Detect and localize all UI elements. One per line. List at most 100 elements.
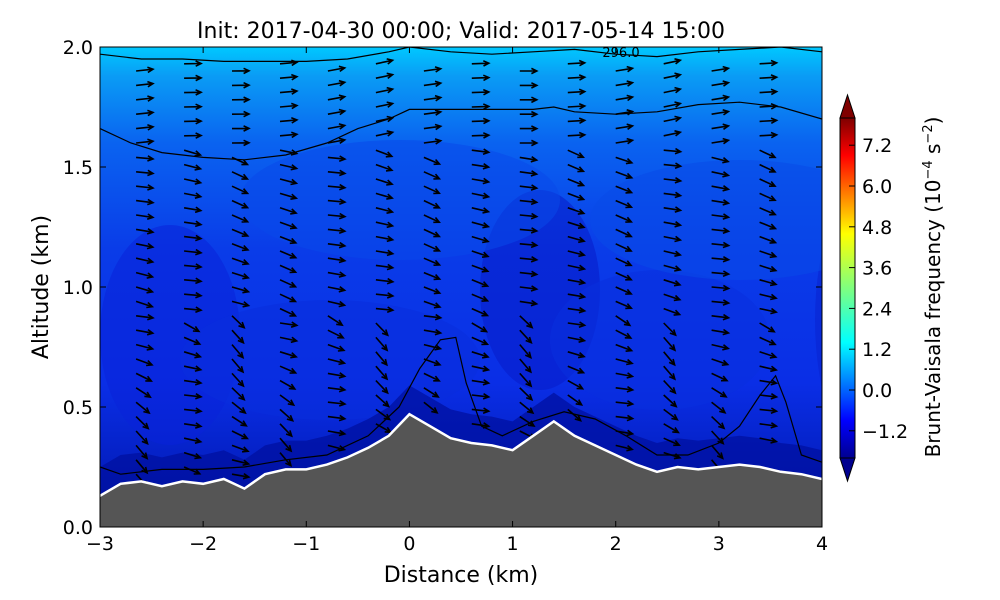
wind-arrow (136, 66, 155, 74)
wind-arrow (375, 86, 395, 94)
contour-line (100, 47, 822, 62)
wind-arrow (663, 101, 683, 108)
wind-arrow (615, 271, 633, 281)
wind-arrow (759, 235, 778, 244)
wind-arrow (567, 192, 586, 201)
colorbar-tick-label: 4.8 (862, 217, 892, 239)
wind-arrow (471, 221, 491, 229)
wind-arrow (615, 300, 633, 310)
wind-arrow (567, 351, 586, 359)
wind-arrow (279, 178, 299, 186)
wind-arrow (471, 235, 490, 244)
wind-arrow (327, 429, 347, 437)
wind-arrow (519, 67, 539, 75)
wind-arrow (663, 437, 681, 447)
wind-arrow (184, 234, 203, 242)
wind-arrow (423, 80, 443, 88)
wind-arrow (471, 293, 490, 302)
wind-arrow (567, 59, 587, 67)
wind-arrow (279, 307, 298, 317)
wind-arrow (375, 235, 395, 243)
wind-arrow (615, 185, 634, 194)
wind-arrow (759, 279, 778, 287)
wind-arrow (567, 250, 586, 258)
contour-line (100, 336, 822, 475)
wind-arrow (423, 387, 440, 398)
wind-arrow (711, 199, 731, 206)
wind-arrow (135, 286, 155, 294)
wind-arrow (567, 264, 587, 272)
chart-title: Init: 2017-04-30 00:00; Valid: 2017-05-1… (197, 19, 725, 44)
wind-arrow (471, 279, 490, 288)
wind-arrow (136, 313, 155, 321)
wind-arrow (135, 242, 155, 250)
wind-arrow (423, 358, 442, 367)
wind-arrow (327, 183, 347, 191)
x-axis-ticks: −3 −2 −1 0 1 2 3 4 (86, 47, 828, 555)
x-tick-label: 4 (816, 533, 828, 555)
wind-arrow (183, 437, 203, 444)
x-tick-label: 2 (610, 533, 622, 555)
wind-arrow (327, 256, 347, 264)
wind-arrow (279, 365, 298, 374)
wind-arrow (711, 270, 731, 277)
wind-arrow (327, 137, 347, 145)
wind-arrow (135, 459, 149, 475)
wind-arrow (423, 214, 441, 224)
colorbar-extend-bottom (839, 457, 856, 483)
x-tick-label: 0 (403, 533, 415, 555)
wind-arrow (135, 213, 155, 220)
wind-arrow (567, 292, 587, 300)
wind-arrow (711, 401, 727, 414)
wind-arrow (327, 198, 347, 205)
wind-arrow (135, 430, 149, 445)
wind-arrow (231, 67, 251, 75)
wind-arrow (567, 379, 585, 390)
x-tick-label: −3 (86, 533, 114, 555)
wind-arrow (183, 336, 202, 346)
wind-arrow (615, 372, 635, 379)
wind-arrow (423, 171, 442, 180)
wind-arrow (135, 444, 149, 460)
wind-arrow (471, 74, 491, 82)
wind-arrow (759, 192, 777, 202)
wind-arrow (567, 365, 586, 374)
wind-arrow (567, 207, 586, 215)
wind-arrow (519, 372, 533, 388)
wind-arrow (615, 65, 635, 73)
colorbar-tick-label: 7.2 (862, 135, 892, 157)
wind-arrow (327, 444, 347, 452)
wind-arrow (279, 321, 299, 328)
wind-arrow (471, 322, 489, 333)
wind-arrow (327, 271, 347, 278)
wind-arrow (759, 422, 779, 429)
wind-arrow (663, 147, 683, 155)
wind-arrow (136, 184, 155, 191)
wind-arrow (759, 178, 777, 187)
wind-arrow (135, 300, 155, 309)
wind-arrow (183, 178, 203, 185)
wind-arrow (423, 243, 442, 252)
wind-arrow (663, 293, 682, 302)
wind-arrow (471, 379, 491, 386)
wind-arrow (711, 80, 731, 87)
wind-arrow (183, 322, 201, 333)
x-tick-label: −1 (292, 533, 320, 555)
wind-arrow (423, 66, 443, 73)
wind-arrow (567, 408, 583, 422)
wind-arrow (663, 235, 683, 243)
wind-arrow (279, 221, 298, 230)
wind-arrow (615, 429, 635, 437)
wind-arrow (519, 285, 539, 292)
wind-arrow (327, 358, 347, 366)
wind-arrow (663, 86, 683, 94)
colorbar: −1.2 0.0 1.2 2.4 3.6 4.8 6.0 7.2 Brunt-Vaisala … (839, 93, 945, 483)
wind-arrow (471, 336, 490, 346)
colorbar-tick-label: −1.2 (862, 421, 908, 443)
wind-arrow (711, 123, 731, 130)
wind-arrow (663, 72, 683, 79)
wind-arrow (423, 300, 442, 309)
wind-arrow (615, 414, 635, 422)
wind-arrow (231, 257, 250, 266)
wind-arrow (423, 343, 443, 351)
